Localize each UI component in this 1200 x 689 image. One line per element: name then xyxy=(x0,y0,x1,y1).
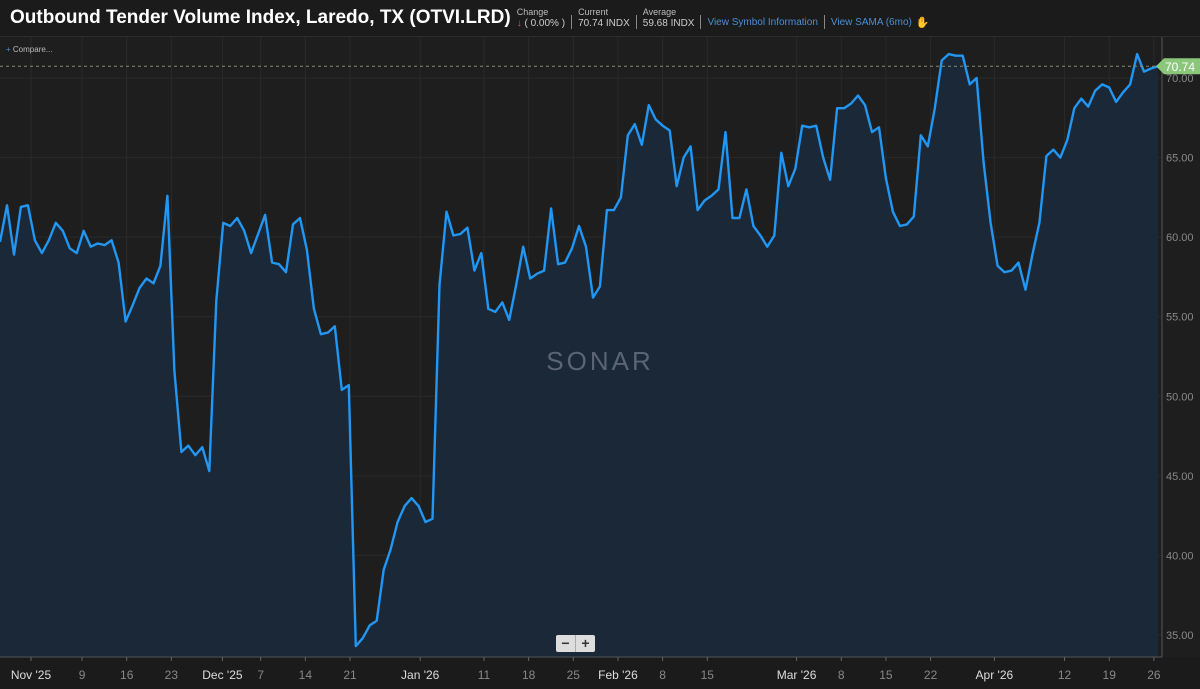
x-tick-label: Jan '26 xyxy=(401,668,440,682)
current-label: Current xyxy=(578,7,609,17)
x-tick-label: 18 xyxy=(522,668,536,682)
y-tick-label: 50.00 xyxy=(1166,391,1194,403)
chart-title: Outbound Tender Volume Index, Laredo, TX… xyxy=(10,7,511,28)
x-tick-label: Mar '26 xyxy=(777,668,817,682)
y-tick-label: 35.00 xyxy=(1166,630,1194,642)
down-arrow-icon: ↓ xyxy=(516,18,522,29)
current-value-tag xyxy=(1156,58,1200,75)
y-tick-label: 40.00 xyxy=(1166,550,1194,562)
x-tick-label: 14 xyxy=(299,668,313,682)
y-tick-label: 65.00 xyxy=(1166,153,1194,165)
x-tick-label: 16 xyxy=(120,668,134,682)
current-stat: Current 70.74 INDX xyxy=(578,7,630,29)
x-tick-label: 22 xyxy=(924,668,938,682)
view-symbol-info-link[interactable]: View Symbol Information xyxy=(707,16,818,28)
x-axis-band xyxy=(0,657,1200,689)
divider xyxy=(571,15,573,29)
current-value-label: 70.74 xyxy=(1165,60,1195,74)
current-value: 70.74 INDX xyxy=(578,18,630,29)
divider xyxy=(823,15,825,29)
y-tick-label: 70.00 xyxy=(1166,73,1194,85)
sonar-watermark: SONAR xyxy=(546,346,653,376)
series-area-fill xyxy=(0,54,1158,658)
average-value: 59.68 INDX xyxy=(642,18,695,29)
x-tick-label: 26 xyxy=(1147,668,1161,682)
zoom-out-button[interactable]: − xyxy=(556,635,576,652)
x-tick-label: 19 xyxy=(1103,668,1117,682)
x-tick-label: 7 xyxy=(257,668,264,682)
average-stat: Average 59.68 INDX xyxy=(643,7,695,29)
divider xyxy=(635,15,637,29)
x-tick-label: 21 xyxy=(343,668,357,682)
x-tick-label: 8 xyxy=(838,668,845,682)
x-tick-label: Dec '25 xyxy=(202,668,243,682)
average-label: Average xyxy=(642,7,677,17)
divider xyxy=(700,15,702,29)
x-tick-label: 15 xyxy=(701,668,715,682)
x-tick-label: 11 xyxy=(478,668,491,682)
y-tick-label: 45.00 xyxy=(1166,471,1194,483)
change-label: Change xyxy=(516,7,549,17)
y-tick-label: 60.00 xyxy=(1166,232,1194,244)
x-tick-label: 23 xyxy=(165,668,179,682)
chart-header: Outbound Tender Volume Index, Laredo, TX… xyxy=(0,0,1200,37)
compare-button[interactable]: + Compare... xyxy=(6,45,52,54)
change-stat: Change ↓ ( 0.00% ) xyxy=(517,7,565,29)
x-tick-label: 12 xyxy=(1058,668,1072,682)
view-sama-link[interactable]: View SAMA (6mo) xyxy=(830,16,912,28)
x-tick-label: 25 xyxy=(567,668,581,682)
change-value: ( 0.00% ) xyxy=(524,18,566,29)
zoom-in-button[interactable]: + xyxy=(581,635,590,651)
y-tick-label: 55.00 xyxy=(1166,312,1194,324)
x-tick-label: Nov '25 xyxy=(11,668,52,682)
zoom-controls: − + xyxy=(556,635,595,652)
x-tick-label: 15 xyxy=(879,668,893,682)
series-line xyxy=(0,52,1159,648)
sama-icon[interactable]: ✋ xyxy=(915,16,930,29)
plus-icon: + xyxy=(6,45,11,54)
x-tick-label: Feb '26 xyxy=(598,668,638,682)
x-tick-label: Apr '26 xyxy=(976,668,1014,682)
x-tick-label: 8 xyxy=(659,668,666,682)
x-tick-label: 9 xyxy=(79,668,86,682)
compare-label: Compare... xyxy=(12,45,53,54)
